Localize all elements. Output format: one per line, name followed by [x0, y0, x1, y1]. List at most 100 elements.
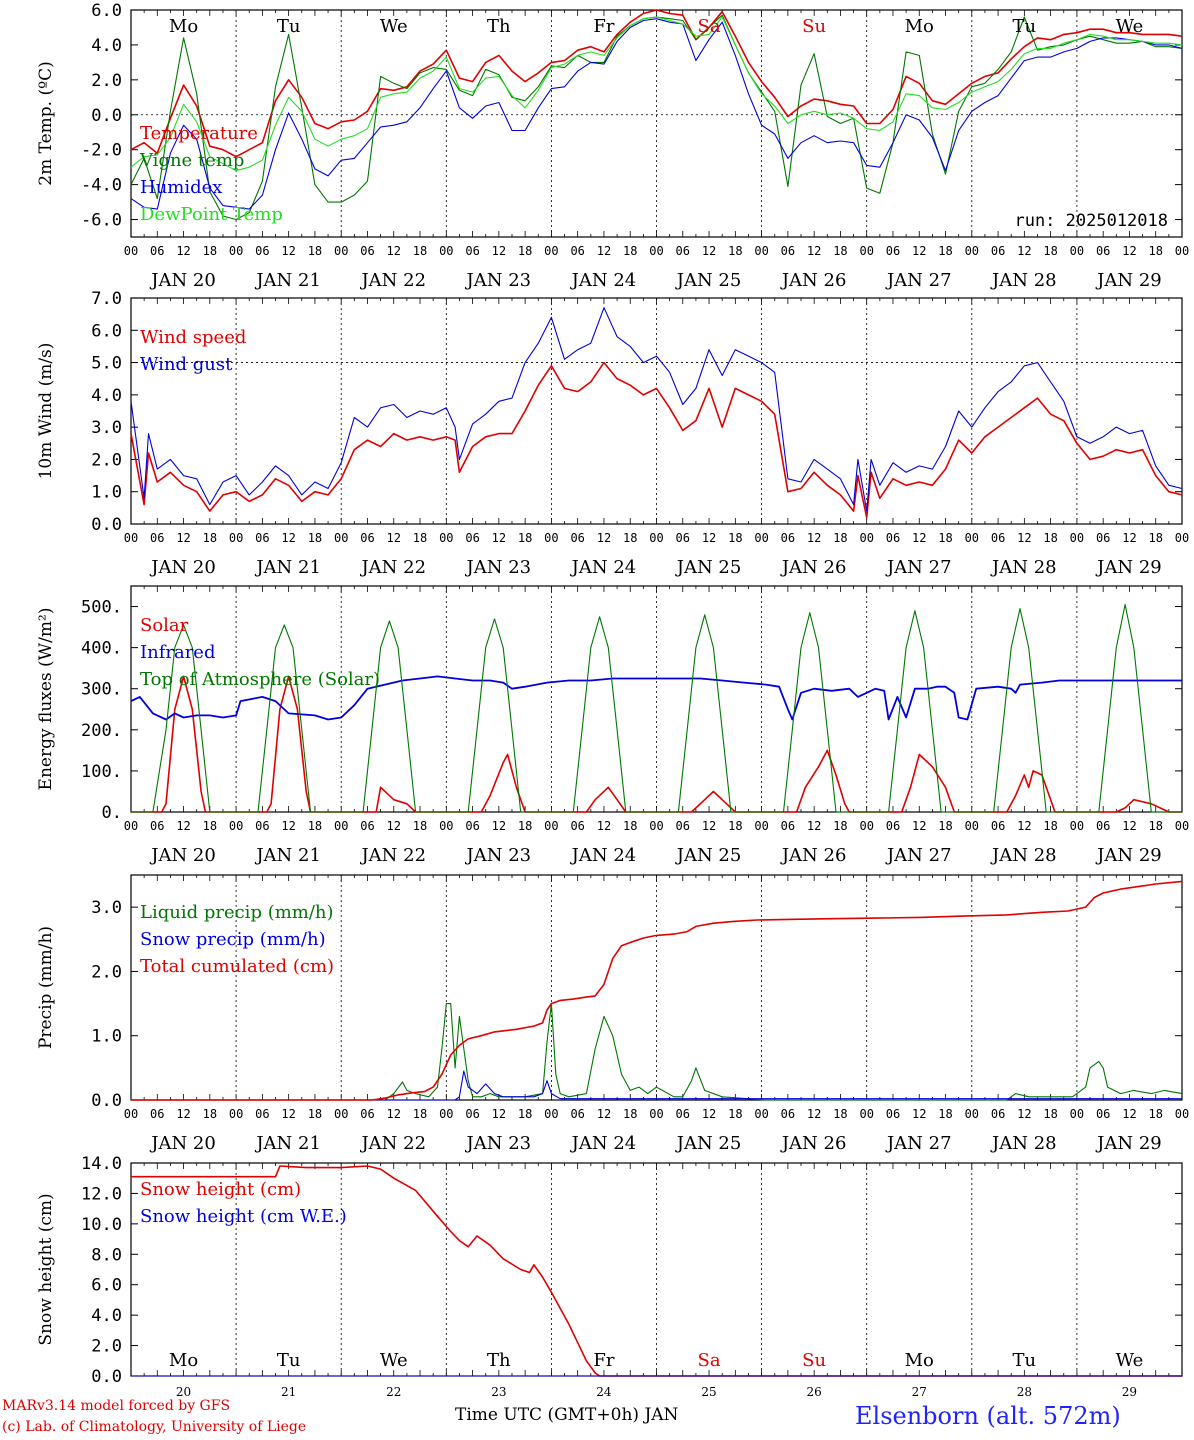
hour-label: 06	[150, 1107, 164, 1121]
hour-label: 06	[255, 244, 269, 258]
hour-label: 12	[597, 1107, 611, 1121]
hour-label: 00	[859, 531, 873, 545]
date-label: JAN 24	[570, 270, 637, 291]
hour-label: 06	[886, 1107, 900, 1121]
hour-label: 00	[229, 1107, 243, 1121]
hour-label: 06	[465, 531, 479, 545]
hour-label: 06	[360, 819, 374, 833]
day-number-label: 24	[596, 1385, 612, 1399]
date-label: JAN 27	[885, 270, 952, 291]
hour-label: 06	[465, 1107, 479, 1121]
y-axis-label: 10m Wind (m/s)	[36, 343, 56, 480]
weekday-label: Tu	[1013, 1350, 1037, 1371]
y-tick-label: 0.0	[91, 1091, 122, 1111]
hour-label: 06	[676, 819, 690, 833]
hour-label: 18	[833, 819, 847, 833]
hour-label: 18	[518, 819, 532, 833]
y-tick-label: 500.	[81, 598, 122, 618]
hour-label: 12	[492, 819, 506, 833]
weekday-label: Th	[487, 1350, 511, 1371]
hour-label: 00	[859, 244, 873, 258]
date-label: JAN 25	[675, 270, 742, 291]
hour-label: 06	[781, 244, 795, 258]
date-label: JAN 20	[149, 1133, 216, 1154]
hour-label: 12	[807, 244, 821, 258]
y-tick-label: 6.0	[91, 1276, 122, 1296]
legend-entry: Snow precip (mm/h)	[140, 929, 326, 950]
date-label: JAN 22	[359, 557, 426, 578]
day-number-label: 27	[912, 1385, 927, 1399]
date-label: JAN 25	[675, 845, 742, 866]
y-tick-label: 6.0	[91, 1, 122, 21]
hour-label: 12	[702, 1107, 716, 1121]
hour-label: 00	[334, 1107, 348, 1121]
hour-label: 12	[702, 531, 716, 545]
y-tick-label: 0.	[102, 803, 122, 823]
hour-label: 06	[676, 1107, 690, 1121]
y-tick-label: 12.0	[81, 1184, 122, 1204]
y-axis-label: Snow height (cm)	[36, 1193, 56, 1345]
plot-frame	[130, 9, 1183, 238]
hour-label: 12	[281, 819, 295, 833]
hour-label: 06	[255, 819, 269, 833]
hour-label: 00	[649, 1107, 663, 1121]
hour-label: 12	[702, 244, 716, 258]
date-label: JAN 20	[149, 270, 216, 291]
date-label: JAN 25	[675, 557, 742, 578]
hour-label: 12	[597, 531, 611, 545]
hour-label: 12	[597, 244, 611, 258]
hour-label: 18	[938, 531, 952, 545]
date-label: JAN 24	[570, 557, 637, 578]
hour-label: 18	[518, 531, 532, 545]
date-label: JAN 21	[254, 1133, 321, 1154]
hour-label: 06	[360, 244, 374, 258]
hour-label: 06	[255, 1107, 269, 1121]
hour-label: 06	[886, 531, 900, 545]
legend-entry: Infrared	[140, 642, 215, 663]
hour-label: 18	[728, 819, 742, 833]
date-label: JAN 26	[780, 270, 847, 291]
y-tick-label: 4.0	[91, 1306, 122, 1326]
hour-label: 06	[150, 531, 164, 545]
series-line-top-of-atmosphere-solar-	[131, 603, 1182, 813]
lab-credit: (c) Lab. of Climatology, University of L…	[2, 1419, 307, 1435]
date-label: JAN 27	[885, 845, 952, 866]
hour-label: 06	[991, 531, 1005, 545]
hour-label: 06	[1096, 244, 1110, 258]
hour-label: 18	[518, 244, 532, 258]
hour-label: 12	[281, 244, 295, 258]
hour-label: 06	[676, 531, 690, 545]
hour-label: 00	[754, 531, 768, 545]
y-axis-label: 2m Temp. (ºC)	[36, 61, 56, 186]
y-tick-label: 2.0	[91, 450, 122, 470]
weekday-label: Tu	[277, 1350, 301, 1371]
hour-label: 18	[1043, 531, 1057, 545]
hour-label: 12	[1017, 819, 1031, 833]
hour-label: 12	[176, 244, 190, 258]
hour-label: 18	[203, 819, 217, 833]
hour-label: 12	[387, 531, 401, 545]
station-label: Elsenborn (alt. 572m)	[855, 1402, 1121, 1430]
hour-label: 06	[465, 819, 479, 833]
hour-label: 12	[912, 1107, 926, 1121]
panel-4: 3.0 2.0 1.0 0.0 Precip (mm/h) Liquid precip (…	[36, 874, 1189, 1154]
legend-entry: Liquid precip (mm/h)	[140, 902, 334, 923]
weekday-label: Mo	[905, 1350, 934, 1371]
legend-entry: Wind gust	[140, 354, 233, 375]
hour-label: 00	[1175, 244, 1189, 258]
day-number-label: 21	[281, 1385, 296, 1399]
y-tick-label: 4.0	[91, 386, 122, 406]
hour-label: 00	[229, 244, 243, 258]
y-tick-label: 0.0	[91, 1367, 122, 1387]
hour-label: 06	[1096, 531, 1110, 545]
hour-label: 18	[203, 244, 217, 258]
y-tick-label: 0.0	[91, 515, 122, 535]
date-label: JAN 24	[570, 1133, 637, 1154]
date-label: JAN 28	[990, 845, 1057, 866]
hour-label: 06	[570, 531, 584, 545]
y-tick-label: 4.0	[91, 36, 122, 56]
hour-label: 06	[150, 244, 164, 258]
hour-label: 12	[176, 531, 190, 545]
hour-label: 18	[728, 1107, 742, 1121]
